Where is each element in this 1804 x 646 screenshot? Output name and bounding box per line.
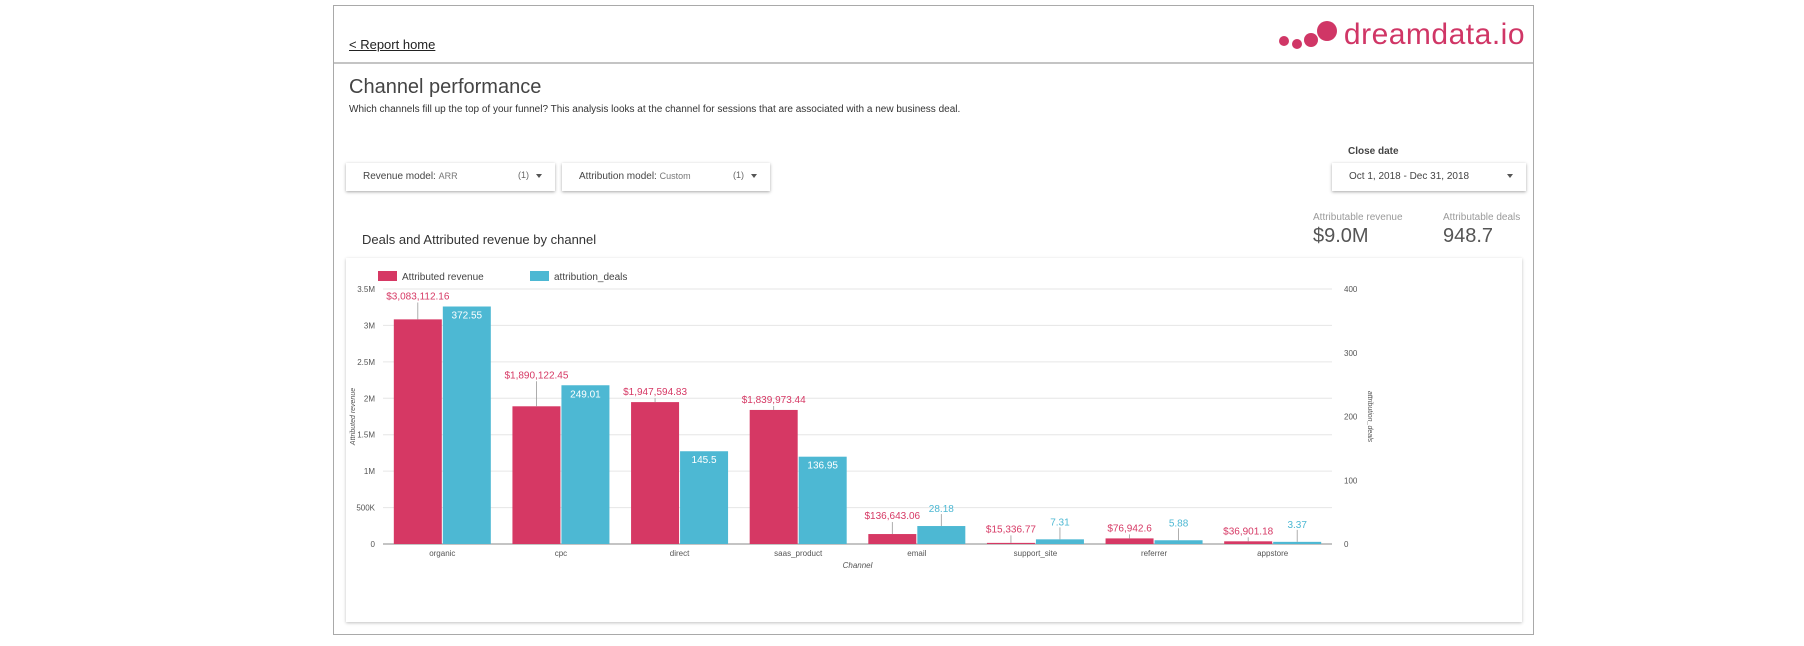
chart-title: Deals and Attributed revenue by channel [362,232,597,247]
bar-attributed-revenue [393,319,442,544]
bar-attribution-deals [1035,539,1084,544]
y-tick-label: 1M [364,467,375,476]
bar-attributed-revenue [986,542,1035,544]
y-tick-label: 0 [371,540,376,549]
y2-tick-label: 400 [1344,285,1358,294]
kpi-attributable-revenue: Attributable revenue $9.0M [1313,212,1403,248]
chart-card: 0 500K 1M 1.5M 2M 2.5M 3M 3.5M 0 100 200 300 400 Attr… [346,258,1522,622]
page-subtitle: Which channels fill up the top of your f… [349,104,961,115]
bar-attributed-revenue [1105,538,1154,544]
data-label-deals: 7.31 [1050,517,1070,528]
report-home-link[interactable]: < Report home [349,37,436,52]
data-label-deals: 249.01 [570,389,601,400]
bar-attribution-deals [680,451,729,544]
y2-tick-label: 100 [1344,476,1358,485]
y2-axis-title: attribution_deals [1366,391,1373,443]
x-tick-label: organic [429,549,455,558]
data-label-deals: 372.55 [452,310,483,321]
revenue-model-label: Revenue model [363,171,434,182]
kpi-attributable-deals: Attributable deals 948.7 [1443,212,1520,248]
revenue-model-value: ARR [438,171,458,181]
data-label-revenue: $1,839,973.44 [742,395,806,406]
kpi-revenue-value: $9.0M [1313,225,1369,247]
close-date-value: Oct 1, 2018 - Dec 31, 2018 [1349,171,1470,182]
close-date-label: Close date [1348,146,1399,157]
legend-label: Attributed revenue [402,272,484,283]
logo-text: dreamdata.io [1343,18,1525,51]
x-tick-label: direct [670,549,690,558]
x-tick-label: email [907,549,926,558]
bar-attributed-revenue [512,406,561,544]
bar-attribution-deals [561,385,610,544]
bar-attributed-revenue [868,534,917,544]
revenue-model-filter[interactable]: Revenue model: ARR (1) [346,163,555,191]
attribution-model-value: Custom [659,171,691,181]
bar-attribution-deals [798,456,847,544]
x-tick-label: support_site [1014,549,1058,558]
kpi-revenue-label: Attributable revenue [1313,212,1403,223]
data-label-revenue: $136,643.06 [865,511,921,522]
data-label-deals: 136.95 [807,461,838,472]
data-label-revenue: $36,901.18 [1223,526,1273,537]
data-label-revenue: $76,942.6 [1107,523,1152,534]
chevron-down-icon [1507,174,1513,178]
revenue-model-count: (1) [518,170,529,180]
bar-attributed-revenue [1224,541,1273,544]
bar-attribution-deals [1273,541,1322,544]
data-label-revenue: $1,890,122.45 [504,370,568,381]
bar-attributed-revenue [631,402,680,544]
attribution-model-count: (1) [733,170,744,180]
data-label-revenue: $15,336.77 [986,524,1036,535]
attribution-model-filter[interactable]: Attribution model: Custom (1) [562,163,770,191]
x-tick-label: cpc [555,549,567,558]
close-date-filter[interactable]: Oct 1, 2018 - Dec 31, 2018 [1332,163,1526,191]
data-label-revenue: $3,083,112.16 [386,291,450,302]
y-axis-title: Attributed revenue [350,388,357,446]
data-label-deals: 3.37 [1287,520,1307,531]
y-tick-label: 1.5M [357,431,375,440]
legend-label: attribution_deals [554,272,627,283]
legend-swatch [530,271,549,281]
bar-attributed-revenue [749,409,798,544]
data-label-deals: 5.88 [1169,518,1189,529]
x-tick-label: saas_product [774,549,823,558]
page-title: Channel performance [349,76,542,98]
y-tick-label: 2M [364,394,375,403]
y2-tick-label: 0 [1344,540,1349,549]
x-tick-label: referrer [1141,549,1168,558]
chevron-down-icon [536,174,542,178]
data-label-deals: 28.18 [929,504,954,515]
bar-attribution-deals [1154,540,1203,544]
x-tick-label: appstore [1257,549,1289,558]
data-label-revenue: $1,947,594.83 [623,387,687,398]
y-tick-label: 3M [364,321,375,330]
x-axis-title: Channel [843,561,873,570]
dreamdata-logo: dreamdata.io [1278,18,1525,52]
data-label-deals: 145.5 [692,455,717,466]
legend-swatch [378,271,397,281]
kpi-deals-value: 948.7 [1443,225,1494,247]
y-tick-label: 3.5M [357,285,375,294]
y-tick-label: 2.5M [357,358,375,367]
logo-dots-icon [1278,21,1337,49]
attribution-model-label: Attribution model [579,171,655,182]
y-tick-label: 500K [356,504,375,513]
chevron-down-icon [751,174,757,178]
bar-chart: 0 500K 1M 1.5M 2M 2.5M 3M 3.5M 0 100 200 300 400 Attr… [350,271,1373,570]
y2-tick-label: 200 [1344,413,1358,422]
header-bar: < Report home dreamdata.io [334,6,1533,64]
kpi-deals-label: Attributable deals [1443,212,1521,223]
bar-attribution-deals [917,526,966,544]
report-frame: < Report home dreamdata.io Channel perfo… [333,5,1534,635]
y2-tick-label: 300 [1344,349,1358,358]
bar-attribution-deals [442,306,491,544]
